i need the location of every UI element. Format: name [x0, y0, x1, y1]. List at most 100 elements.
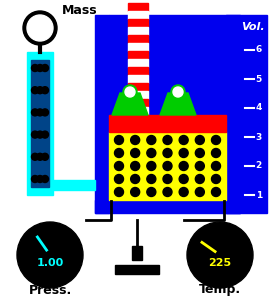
Circle shape [171, 85, 185, 99]
Bar [128, 19, 148, 27]
Circle shape [187, 222, 253, 288]
Circle shape [32, 87, 39, 94]
Circle shape [36, 175, 44, 182]
Circle shape [195, 135, 204, 144]
Circle shape [32, 175, 39, 182]
Circle shape [36, 153, 44, 160]
Circle shape [147, 175, 156, 184]
Circle shape [115, 188, 124, 197]
Circle shape [195, 175, 204, 184]
Bar [128, 67, 148, 75]
Polygon shape [112, 93, 148, 115]
Circle shape [212, 188, 221, 197]
Circle shape [173, 87, 183, 97]
Circle shape [147, 162, 156, 170]
Text: 3: 3 [256, 132, 262, 141]
Text: 225: 225 [209, 258, 232, 268]
Circle shape [27, 15, 53, 41]
Circle shape [179, 162, 188, 170]
Bar [128, 35, 148, 43]
Bar [128, 43, 148, 51]
Circle shape [41, 109, 48, 116]
Circle shape [32, 153, 39, 160]
Text: 1.00: 1.00 [36, 258, 64, 268]
Circle shape [131, 162, 140, 170]
Circle shape [36, 131, 44, 138]
Circle shape [17, 222, 83, 288]
Circle shape [163, 175, 172, 184]
Text: Temp.: Temp. [199, 284, 241, 296]
Circle shape [212, 135, 221, 144]
Circle shape [41, 64, 48, 72]
Circle shape [115, 162, 124, 170]
Bar [128, 51, 148, 59]
Text: Vol.: Vol. [241, 22, 265, 32]
Circle shape [212, 162, 221, 170]
Circle shape [212, 175, 221, 184]
Text: Press.: Press. [28, 284, 72, 296]
Circle shape [41, 87, 48, 94]
Circle shape [147, 135, 156, 144]
Circle shape [123, 85, 137, 99]
Circle shape [36, 87, 44, 94]
Circle shape [195, 148, 204, 157]
Circle shape [131, 188, 140, 197]
Circle shape [212, 148, 221, 157]
Circle shape [163, 162, 172, 170]
Circle shape [36, 109, 44, 116]
Bar [27, 52, 53, 195]
Text: 4: 4 [256, 104, 262, 113]
Circle shape [32, 64, 39, 72]
Circle shape [179, 188, 188, 197]
Circle shape [163, 135, 172, 144]
Text: Mass: Mass [62, 4, 98, 17]
Circle shape [179, 175, 188, 184]
Bar [109, 15, 226, 115]
Circle shape [147, 148, 156, 157]
Bar [128, 115, 148, 123]
Bar [128, 59, 148, 67]
Circle shape [131, 135, 140, 144]
Circle shape [125, 87, 135, 97]
Bar [128, 107, 148, 115]
Bar [115, 265, 159, 274]
Bar [226, 15, 240, 213]
Bar [128, 3, 148, 11]
Bar [128, 27, 148, 35]
Circle shape [115, 135, 124, 144]
Bar [132, 246, 142, 260]
Bar [31, 60, 49, 187]
Circle shape [195, 162, 204, 170]
Text: 1: 1 [256, 191, 262, 200]
Circle shape [163, 148, 172, 157]
Text: 5: 5 [256, 75, 262, 83]
Bar [109, 115, 226, 132]
Circle shape [163, 188, 172, 197]
Circle shape [131, 175, 140, 184]
Circle shape [115, 148, 124, 157]
Bar [109, 132, 226, 200]
Circle shape [179, 148, 188, 157]
Circle shape [115, 175, 124, 184]
Polygon shape [160, 93, 196, 115]
Circle shape [41, 175, 48, 182]
Bar [128, 83, 148, 91]
Circle shape [195, 188, 204, 197]
Bar [128, 91, 148, 99]
Bar [226, 15, 267, 213]
Circle shape [23, 11, 57, 45]
Text: 6: 6 [256, 45, 262, 54]
Circle shape [41, 153, 48, 160]
Bar [95, 200, 240, 213]
Bar [128, 11, 148, 19]
Circle shape [131, 148, 140, 157]
Bar [128, 75, 148, 83]
Circle shape [41, 131, 48, 138]
Bar [128, 99, 148, 107]
Circle shape [32, 131, 39, 138]
Circle shape [36, 64, 44, 72]
Circle shape [147, 188, 156, 197]
Text: 2: 2 [256, 162, 262, 170]
Circle shape [32, 109, 39, 116]
Bar [53, 180, 95, 190]
